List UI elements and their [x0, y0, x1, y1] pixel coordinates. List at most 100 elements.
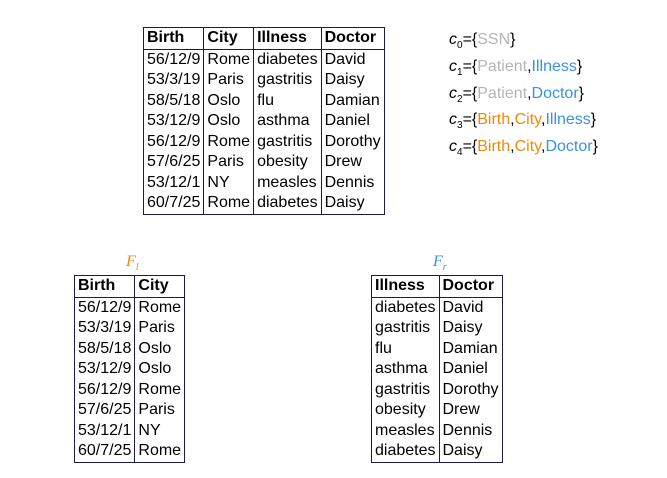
table-cell: Oslo [203, 90, 254, 111]
table-row: 57/6/25 Paris [75, 400, 185, 421]
constraint-index: 2 [457, 93, 463, 105]
table-cell: flu [253, 90, 322, 111]
table-cell: 53/12/9 [147, 112, 201, 129]
table-cell: diabetes [253, 193, 322, 214]
header-row: Illness Doctor [371, 275, 503, 298]
table-cell: 56/12/9 [78, 298, 132, 316]
table-row: 56/12/9 Rome [75, 297, 185, 318]
constraint-index: 3 [457, 120, 463, 132]
constraint-attribute: Illness [545, 111, 591, 129]
constraint-line: c1={Patient,Illness} [449, 57, 583, 78]
constraint-name: c0 [449, 31, 463, 52]
table-cell: diabetes [253, 49, 322, 70]
table-cell: obesity [375, 401, 426, 418]
table-cell: gastritis [375, 319, 431, 336]
table-cell: NY [134, 420, 185, 441]
table-row: 60/7/25 Rome diabetes Daisy [144, 193, 385, 214]
constraint-name: c4 [449, 138, 463, 159]
table-cell: Dorothy [438, 379, 503, 400]
table-row: 57/6/25 Paris obesity Drew [144, 152, 385, 173]
right-fragment-table: Illness Doctor diabetes David gastritis Daisy… [371, 275, 503, 463]
table-cell: Daniel [320, 111, 385, 132]
table-cell: Rome [203, 193, 254, 214]
table-row: 60/7/25 Rome [75, 441, 185, 462]
column-header: Doctor [320, 27, 385, 50]
table-row: 53/12/1 NY measles Dennis [144, 172, 385, 193]
constraint-attribute: Patient [477, 57, 528, 75]
column-header: Doctor [438, 275, 503, 298]
right-fragment-label: Fr [433, 253, 447, 273]
table-cell: 53/3/19 [147, 71, 201, 88]
table-cell: Drew [438, 400, 503, 421]
table-row: 53/12/9 Oslo asthma Daniel [144, 111, 385, 132]
left-fragment-label: Fl [126, 253, 139, 273]
table-cell: 53/12/1 [147, 173, 201, 191]
table-cell: gastritis [375, 380, 431, 398]
constraint-name: c1 [449, 57, 463, 78]
table-cell: Rome [134, 379, 185, 400]
table-row: 56/12/9 Rome gastritis Dorothy [144, 131, 385, 152]
table-cell: asthma [253, 111, 322, 132]
table-cell: Dennis [320, 172, 385, 193]
constraint-attribute: City [514, 138, 541, 156]
table-cell: diabetes [375, 442, 436, 459]
table-row: 53/3/19 Paris [75, 318, 185, 339]
constraint-attribute: Birth [477, 111, 511, 129]
column-header: Birth [74, 275, 135, 298]
table-cell: 53/3/19 [78, 319, 132, 336]
table-cell: 58/5/18 [78, 339, 132, 357]
table-cell: David [438, 297, 503, 318]
table-cell: Daisy [438, 441, 503, 462]
table-cell: Damian [320, 90, 385, 111]
constraint-name: c3 [449, 111, 463, 131]
table-row: 53/3/19 Paris gastritis Daisy [144, 70, 385, 91]
constraint-line: c4={Birth,City,Doctor} [449, 138, 598, 159]
constraint-attribute: SSN [477, 31, 511, 48]
table-row: 56/12/9 Rome diabetes David [144, 49, 385, 70]
table-row: 58/5/18 Oslo [75, 338, 185, 359]
constraint-index: 0 [457, 40, 463, 52]
table-row: flu Damian [372, 338, 503, 359]
table-cell: asthma [375, 360, 428, 377]
constraint-letter: c [449, 111, 457, 129]
column-header: Birth [143, 27, 204, 50]
table-cell: flu [375, 339, 392, 357]
table-row: gastritis Daisy [372, 318, 503, 339]
constraint-attribute: City [514, 111, 541, 129]
table-cell: Daniel [438, 359, 503, 380]
table-cell: gastritis [253, 70, 322, 91]
constraint-line: c3={Birth,City,Illness} [449, 111, 597, 132]
table-cell: Damian [438, 338, 503, 359]
constraint-attribute: Doctor [531, 84, 579, 102]
constraint-index: 4 [457, 147, 463, 159]
constraint-attribute: Birth [477, 138, 511, 156]
table-cell: Rome [203, 49, 254, 70]
table-cell: 56/12/9 [78, 380, 132, 398]
table-cell: NY [203, 172, 254, 193]
table-cell: Paris [203, 70, 254, 91]
header-row: Birth City Illness Doctor [143, 27, 385, 50]
column-header: Illness [371, 275, 439, 298]
table-cell: Paris [203, 152, 254, 173]
constraint-letter: c [449, 31, 457, 48]
table-cell: 58/5/18 [147, 91, 201, 109]
table-cell: Paris [134, 318, 185, 339]
table-row: diabetes David [372, 297, 503, 318]
table-cell: 60/7/25 [78, 442, 132, 459]
constraint-attribute: Patient [477, 84, 528, 102]
table-cell: measles [253, 172, 322, 193]
table-cell: 57/6/25 [147, 153, 201, 170]
table-cell: 56/12/9 [147, 50, 201, 68]
left-fragment-table: Birth City 56/12/9 Rome 53/3/19 Paris 58/5/18 O… [74, 275, 186, 463]
right-fragment-label-letter: F [433, 253, 443, 270]
table-cell: Daisy [320, 193, 385, 214]
constraint-letter: c [449, 57, 457, 75]
header-row: Birth City [74, 275, 185, 298]
table-row: gastritis Dorothy [372, 379, 503, 400]
table-cell: Rome [134, 441, 185, 462]
left-fragment-label-letter: F [126, 253, 136, 270]
right-fragment-label-sub: r [442, 262, 447, 274]
column-header: Illness [253, 27, 322, 50]
table-cell: Daisy [320, 70, 385, 91]
constraint-name: c2 [449, 85, 463, 105]
